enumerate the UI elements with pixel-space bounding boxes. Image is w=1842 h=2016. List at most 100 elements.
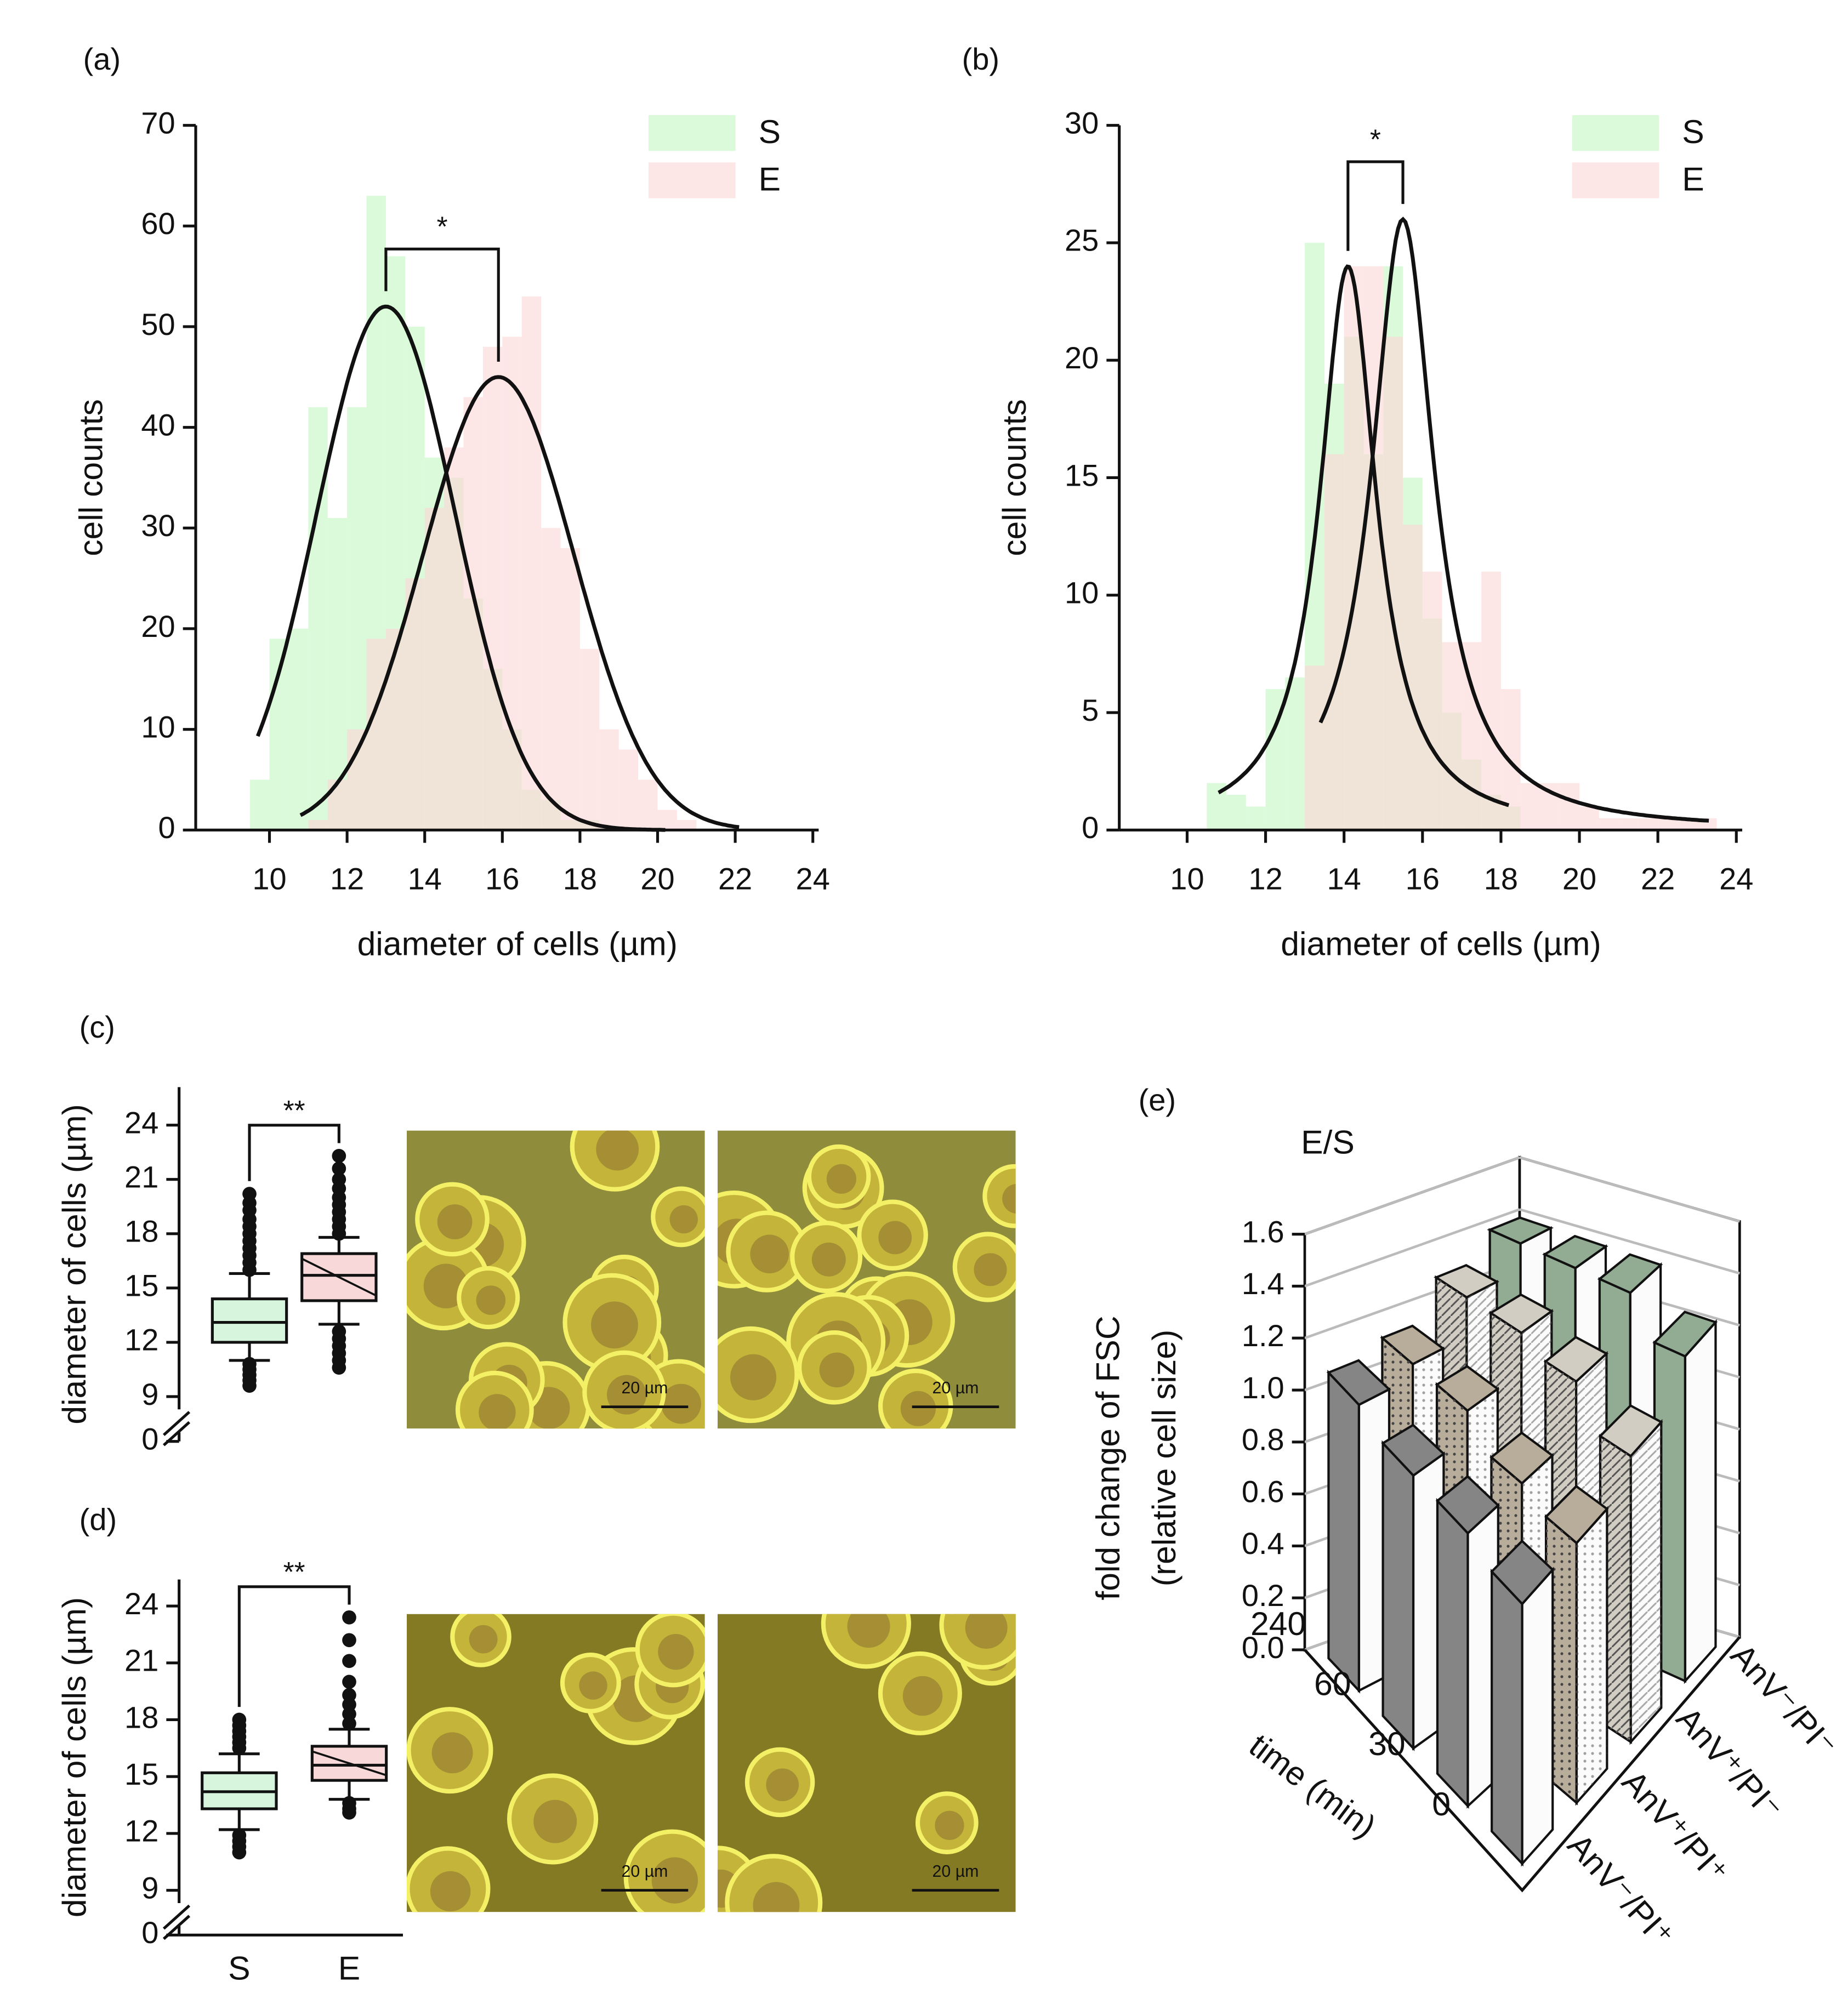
y-tick-label: 18 [124,1700,158,1734]
significance-label: * [1370,123,1381,155]
histogram-bar [308,819,328,830]
x-axis-label: diameter of cells (µm) [1281,925,1601,963]
significance-bracket [1346,160,1405,251]
axis-break [162,1904,191,1930]
histogram-bar [1560,783,1580,830]
bar-side [1327,1369,1361,1694]
cell-nucleus [753,1882,800,1912]
histogram-bar [1462,642,1482,830]
y-axis-label: cell counts [72,399,109,556]
histogram-bar [424,508,445,830]
x-tick-label: 24 [1719,861,1753,896]
histogram-bar [1638,818,1658,830]
chart-title: E/S [1301,1123,1355,1160]
y-tick-label: 0.2 [1242,1578,1284,1613]
x-tick-label: 14 [408,861,442,896]
fit-curve [1218,264,1510,807]
bar-top [1490,1539,1555,1606]
series-label: AnV⁻/PI⁻ [1724,1637,1842,1764]
box [211,1297,288,1344]
histogram-bar [1422,571,1442,830]
histogram-bar [599,729,619,830]
outlier [342,1654,356,1668]
significance-bracket [237,1585,351,1707]
significance-bracket [248,1124,340,1181]
legend-label: S [1682,113,1704,150]
scale-bar-label: 20 µm [622,1863,668,1881]
y-tick-label: 70 [141,105,175,140]
micrograph [407,1614,705,1912]
significance-label: * [437,210,448,242]
y-tick-label: 0.6 [1242,1474,1284,1508]
histogram-bar [1285,677,1305,830]
cell-nucleus [878,1221,912,1255]
panel-label: (d) [79,1502,117,1536]
histogram-bar [463,397,483,830]
histogram-bar [657,810,677,830]
cell-nucleus [750,1234,789,1274]
y-tick-label: 1.0 [1242,1370,1284,1405]
histogram-bar [1226,795,1246,830]
cell-nucleus [533,1799,577,1843]
micrograph [718,1614,1016,1912]
bar-top [1435,1474,1500,1535]
outlier [232,1845,247,1860]
series-label: AnV⁻/PI⁺ [1561,1826,1681,1954]
cell-nucleus [902,1676,943,1716]
cell-nucleus [965,1614,1008,1649]
panel-label: (b) [962,42,999,76]
y-tick-label: 15 [124,1757,158,1791]
bar-top [1597,1253,1663,1294]
grid-line [1519,1208,1740,1275]
cell-nucleus [766,1768,799,1801]
y-tick-label: 0.0 [1242,1630,1284,1665]
histogram-bar [327,517,348,830]
x-tick-label: 24 [796,861,830,896]
panel-label: (a) [83,42,121,76]
x-tick-label: 22 [718,861,752,896]
x-tick-label: 0 [1432,1785,1451,1823]
box-hatch [301,1257,377,1297]
legend-swatch [649,162,736,198]
bar-front [1684,1319,1717,1684]
y-tick-label: 1.4 [1242,1266,1284,1301]
outlier [342,1806,356,1820]
outlier [242,1187,257,1201]
panel-label: (e) [1139,1083,1176,1117]
y-tick-label: 40 [141,407,175,442]
histogram-bar [502,337,522,830]
y-tick-label: 1.6 [1242,1214,1284,1249]
histogram-bar [676,819,697,830]
bar-3d [1490,1539,1555,1867]
histogram-bar [579,648,600,830]
micrograph [407,1130,705,1429]
bar-3d [1381,1423,1446,1751]
bar-top [1381,1423,1446,1477]
y-axis-label: cell counts [996,399,1033,556]
cell-nucleus [935,1810,964,1840]
histogram-bar [366,639,386,830]
y-tick-label: 0 [141,1421,158,1456]
legend-swatch [1572,162,1659,198]
y-tick-label: 12 [124,1323,158,1357]
bar-top [1652,1311,1718,1358]
bar-top [1487,1216,1554,1245]
outlier [342,1633,356,1648]
y-tick-label: 12 [124,1814,158,1848]
x-tick-label: 60 [1314,1665,1351,1702]
histogram-bar [1658,818,1678,830]
cell-nucleus [469,1625,498,1654]
legend-swatch [649,115,736,151]
outlier [332,1360,346,1375]
histogram-bar [1305,665,1324,830]
cell-nucleus [596,1130,639,1171]
significance-label: ** [283,1556,305,1587]
bar-side [1491,1568,1523,1867]
axis-break [162,1411,191,1436]
cell-nucleus [579,1671,607,1700]
bar-top [1488,1293,1554,1335]
y-tick-label: 9 [141,1870,158,1905]
cell-nucleus [431,1732,473,1774]
x-tick-label: 12 [330,861,364,896]
